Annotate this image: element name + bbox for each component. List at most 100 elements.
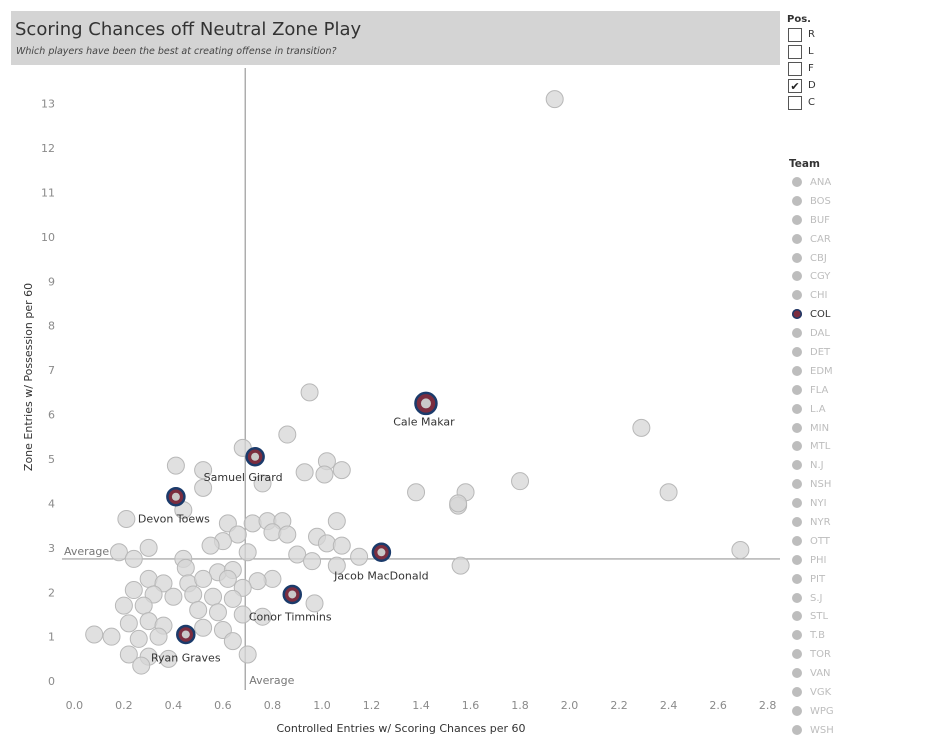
team-legend-item[interactable]: PIT	[789, 571, 849, 590]
team-logo-icon	[792, 498, 802, 509]
player-point	[228, 525, 247, 544]
team-legend-label: PHI	[810, 554, 827, 566]
team-legend-item[interactable]: OTT	[789, 533, 849, 552]
team-legend-label: NSH	[810, 479, 832, 491]
player-point	[124, 581, 143, 600]
player-point	[451, 556, 470, 575]
x-tick-label: 2.8	[759, 699, 777, 712]
team-legend-item[interactable]: COL	[789, 306, 849, 325]
player-point	[243, 514, 262, 533]
position-checkbox[interactable]	[788, 96, 802, 110]
player-point	[194, 569, 213, 588]
team-legend-label: COL	[810, 309, 831, 321]
team-legend-item[interactable]: PHI	[789, 552, 849, 571]
team-legend-item[interactable]: L.A	[789, 401, 849, 420]
y-tick-label: 3	[48, 542, 55, 555]
team-logo-icon	[792, 365, 802, 376]
team-legend-item[interactable]: DET	[789, 344, 849, 363]
position-option-d[interactable]: ✔ D	[787, 78, 847, 95]
team-legend-item[interactable]: WSH	[789, 722, 849, 741]
team-legend-item[interactable]: EDM	[789, 363, 849, 382]
player-point	[449, 494, 468, 513]
player-point	[288, 545, 307, 564]
position-checkbox[interactable]: ✔	[788, 79, 802, 93]
player-point	[194, 478, 213, 497]
position-option-l[interactable]: L	[787, 44, 847, 61]
player-point	[124, 549, 143, 568]
team-legend-item[interactable]: BUF	[789, 212, 849, 231]
team-legend-item[interactable]: CBJ	[789, 250, 849, 269]
team-logo-icon	[792, 195, 802, 206]
position-option-label: L	[808, 46, 814, 57]
x-tick-label: 0.8	[264, 699, 282, 712]
position-checkbox[interactable]	[788, 45, 802, 59]
player-point	[263, 523, 282, 542]
team-legend-label: MIN	[810, 422, 830, 434]
player-point	[731, 541, 750, 560]
team-legend-item[interactable]: N.J	[789, 457, 849, 476]
team-legend-label: WPG	[810, 705, 834, 717]
x-axis-title: Controlled Entries w/ Scoring Chances pe…	[276, 722, 525, 735]
team-legend-item[interactable]: DAL	[789, 325, 849, 344]
player-point	[253, 474, 272, 493]
team-logo-icon	[792, 554, 802, 565]
team-logo-icon	[792, 630, 802, 641]
team-legend-item[interactable]: CGY	[789, 268, 849, 287]
player-point-highlighted-inner	[181, 630, 190, 639]
x-tick-label: 1.4	[412, 699, 430, 712]
team-legend-item[interactable]: TOR	[789, 646, 849, 665]
team-legend-item[interactable]: VAN	[789, 665, 849, 684]
team-legend-item[interactable]: STL	[789, 608, 849, 627]
player-point	[176, 558, 195, 577]
team-legend-item[interactable]: MTL	[789, 438, 849, 457]
team-legend-item[interactable]: WPG	[789, 703, 849, 722]
y-tick-label: 10	[41, 231, 55, 244]
team-legend-label: S.J	[810, 592, 823, 604]
position-checkbox[interactable]	[788, 28, 802, 42]
y-tick-label: 4	[48, 497, 55, 510]
position-option-r[interactable]: R	[787, 27, 847, 44]
y-tick-label: 6	[48, 409, 55, 422]
y-axis-title: Zone Entries w/ Possession per 60	[22, 283, 35, 471]
player-point	[238, 645, 257, 664]
team-legend-item[interactable]: CAR	[789, 231, 849, 250]
x-tick-label: 0.4	[165, 699, 183, 712]
position-checkbox[interactable]	[788, 62, 802, 76]
team-legend-item[interactable]: NYI	[789, 495, 849, 514]
player-point	[233, 605, 252, 624]
team-logo-icon	[792, 517, 802, 528]
team-legend-item[interactable]: NYR	[789, 514, 849, 533]
x-tick-label: 1.8	[511, 699, 529, 712]
x-tick-label: 2.2	[610, 699, 628, 712]
player-point	[317, 534, 336, 553]
player-point-highlighted-inner	[377, 548, 386, 557]
position-option-f[interactable]: F	[787, 61, 847, 78]
team-legend-label: NYR	[810, 517, 831, 529]
player-label: Cale Makar	[393, 415, 455, 428]
player-point	[632, 418, 651, 437]
player-point	[134, 596, 153, 615]
team-legend-item[interactable]: MIN	[789, 420, 849, 439]
team-legend-item[interactable]: BOS	[789, 193, 849, 212]
player-point	[278, 525, 297, 544]
player-point	[189, 601, 208, 620]
team-legend-label: EDM	[810, 365, 833, 377]
team-legend-item[interactable]: ANA	[789, 174, 849, 193]
x-tick-label: 1.6	[462, 699, 480, 712]
team-legend-item[interactable]: T.B	[789, 627, 849, 646]
team-legend-item[interactable]: S.J	[789, 590, 849, 609]
team-legend: Team ANA BOS BUF CAR CBJ CGY CHI COL DAL DET EDM FL…	[789, 158, 849, 741]
team-legend-item[interactable]: FLA	[789, 382, 849, 401]
team-legend-label: MTL	[810, 441, 831, 453]
position-option-c[interactable]: C	[787, 95, 847, 112]
player-point	[85, 625, 104, 644]
team-legend-label: ANA	[810, 177, 832, 188]
team-legend-item[interactable]: NSH	[789, 476, 849, 495]
player-point	[545, 90, 564, 109]
player-point	[300, 383, 319, 402]
team-logo-icon	[792, 573, 802, 584]
player-point	[278, 425, 297, 444]
team-legend-label: STL	[810, 611, 829, 623]
team-legend-item[interactable]: VGK	[789, 684, 849, 703]
team-legend-item[interactable]: CHI	[789, 287, 849, 306]
